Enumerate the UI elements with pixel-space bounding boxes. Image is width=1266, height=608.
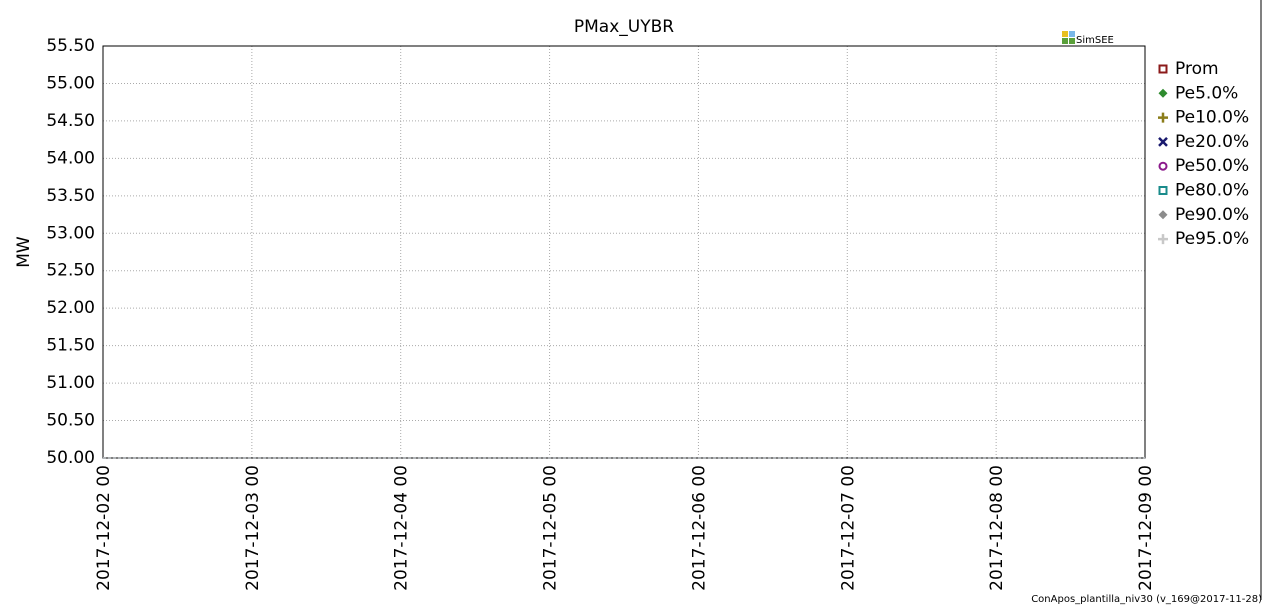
y-tick-label: 54.00: [46, 148, 95, 168]
y-tick-label: 53.00: [46, 223, 95, 243]
y-axis-label: MW: [14, 236, 34, 268]
logo-tile: [1062, 38, 1068, 44]
x-tick-label: 2017-12-03 00: [243, 465, 263, 591]
legend-marker: [1158, 88, 1168, 98]
legend-marker: [1158, 186, 1168, 195]
legend-marker: [1158, 161, 1168, 171]
y-tick-label: 55.00: [46, 73, 95, 93]
legend-marker: [1158, 234, 1168, 245]
y-tick-label: 55.50: [46, 36, 95, 56]
x-tick-label: 2017-12-06 00: [689, 465, 709, 591]
y-tick-label: 52.50: [46, 261, 95, 281]
legend-label: Pe5.0%: [1175, 83, 1238, 103]
legend-label: Pe90.0%: [1175, 205, 1249, 225]
legend-label: Pe10.0%: [1175, 108, 1249, 128]
y-tick-label: 51.50: [46, 336, 95, 356]
legend-label: Pe80.0%: [1175, 181, 1249, 201]
x-tick-label: 2017-12-05 00: [541, 465, 561, 591]
x-tick-label: 2017-12-08 00: [987, 465, 1007, 591]
y-tick-label: 52.00: [46, 298, 95, 318]
x-tick-label: 2017-12-09 00: [1136, 465, 1156, 591]
x-tick-label: 2017-12-02 00: [94, 465, 114, 591]
legend-marker: [1158, 137, 1168, 147]
chart-title: PMax_UYBR: [574, 17, 674, 37]
logo-tile: [1062, 31, 1068, 37]
logo-tile: [1069, 31, 1075, 37]
y-tick-label: 51.00: [46, 373, 95, 393]
y-tick-label: 50.50: [46, 411, 95, 431]
y-tick-label: 54.50: [46, 111, 95, 131]
legend-marker: [1158, 112, 1168, 123]
x-tick-label: 2017-12-04 00: [392, 465, 412, 591]
y-tick-label: 53.50: [46, 186, 95, 206]
legend-label: Pe20.0%: [1175, 132, 1249, 152]
logo-text: SimSEE: [1076, 35, 1114, 46]
x-tick-label: 2017-12-07 00: [838, 465, 858, 591]
y-tick-label: 50.00: [46, 448, 95, 468]
legend-marker: [1158, 210, 1168, 220]
legend-label: Pe95.0%: [1175, 229, 1249, 249]
legend-marker: [1158, 64, 1168, 74]
legend-label: Pe50.0%: [1175, 156, 1249, 176]
logo-tile: [1069, 38, 1075, 44]
footer: ConApos_plantilla_niv30 (v_169@2017-11-2…: [1031, 594, 1262, 605]
logo: SimSEE: [1062, 31, 1114, 46]
legend-label: Prom: [1175, 59, 1219, 79]
